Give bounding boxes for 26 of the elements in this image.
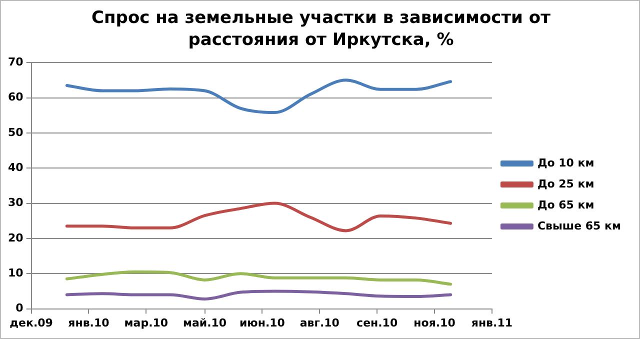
chart-title: Спрос на земельные участки в зависимости от расстояния от Иркутска, % bbox=[90, 7, 552, 51]
y-tick-label: 10 bbox=[8, 266, 24, 280]
y-tick-label: 70 bbox=[8, 55, 24, 68]
x-tick-label: дек.09 bbox=[10, 316, 53, 330]
y-tick-label: 0 bbox=[16, 302, 24, 315]
y-tick-label: 40 bbox=[8, 160, 24, 174]
x-tick-label: мар.10 bbox=[124, 316, 168, 330]
y-tick-label: 30 bbox=[8, 196, 24, 210]
x-tick-label: сен.10 bbox=[356, 316, 398, 330]
x-tick-label: авг.10 bbox=[300, 316, 340, 330]
x-tick-label: июн.10 bbox=[239, 316, 286, 330]
line-series bbox=[65, 270, 452, 286]
line-series bbox=[65, 290, 452, 300]
legend-label: До 25 км bbox=[537, 177, 594, 190]
x-tick-label: ноя.10 bbox=[414, 316, 456, 330]
legend-label: До 65 км bbox=[537, 198, 594, 212]
legend-label: До 10 км bbox=[537, 156, 594, 170]
legend-label: Свыше 65 км bbox=[537, 219, 622, 232]
line-series bbox=[65, 78, 452, 114]
x-tick-label: янв.10 bbox=[68, 316, 110, 330]
x-tick-label: янв.11 bbox=[471, 316, 513, 330]
y-tick-label: 60 bbox=[8, 90, 24, 104]
y-tick-label: 50 bbox=[8, 126, 24, 139]
line-series bbox=[65, 202, 452, 232]
y-tick-label: 20 bbox=[8, 231, 24, 244]
x-tick-label: май.10 bbox=[182, 316, 227, 330]
